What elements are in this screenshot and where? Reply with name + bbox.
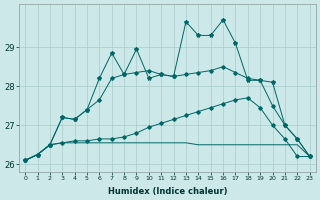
X-axis label: Humidex (Indice chaleur): Humidex (Indice chaleur) <box>108 187 227 196</box>
